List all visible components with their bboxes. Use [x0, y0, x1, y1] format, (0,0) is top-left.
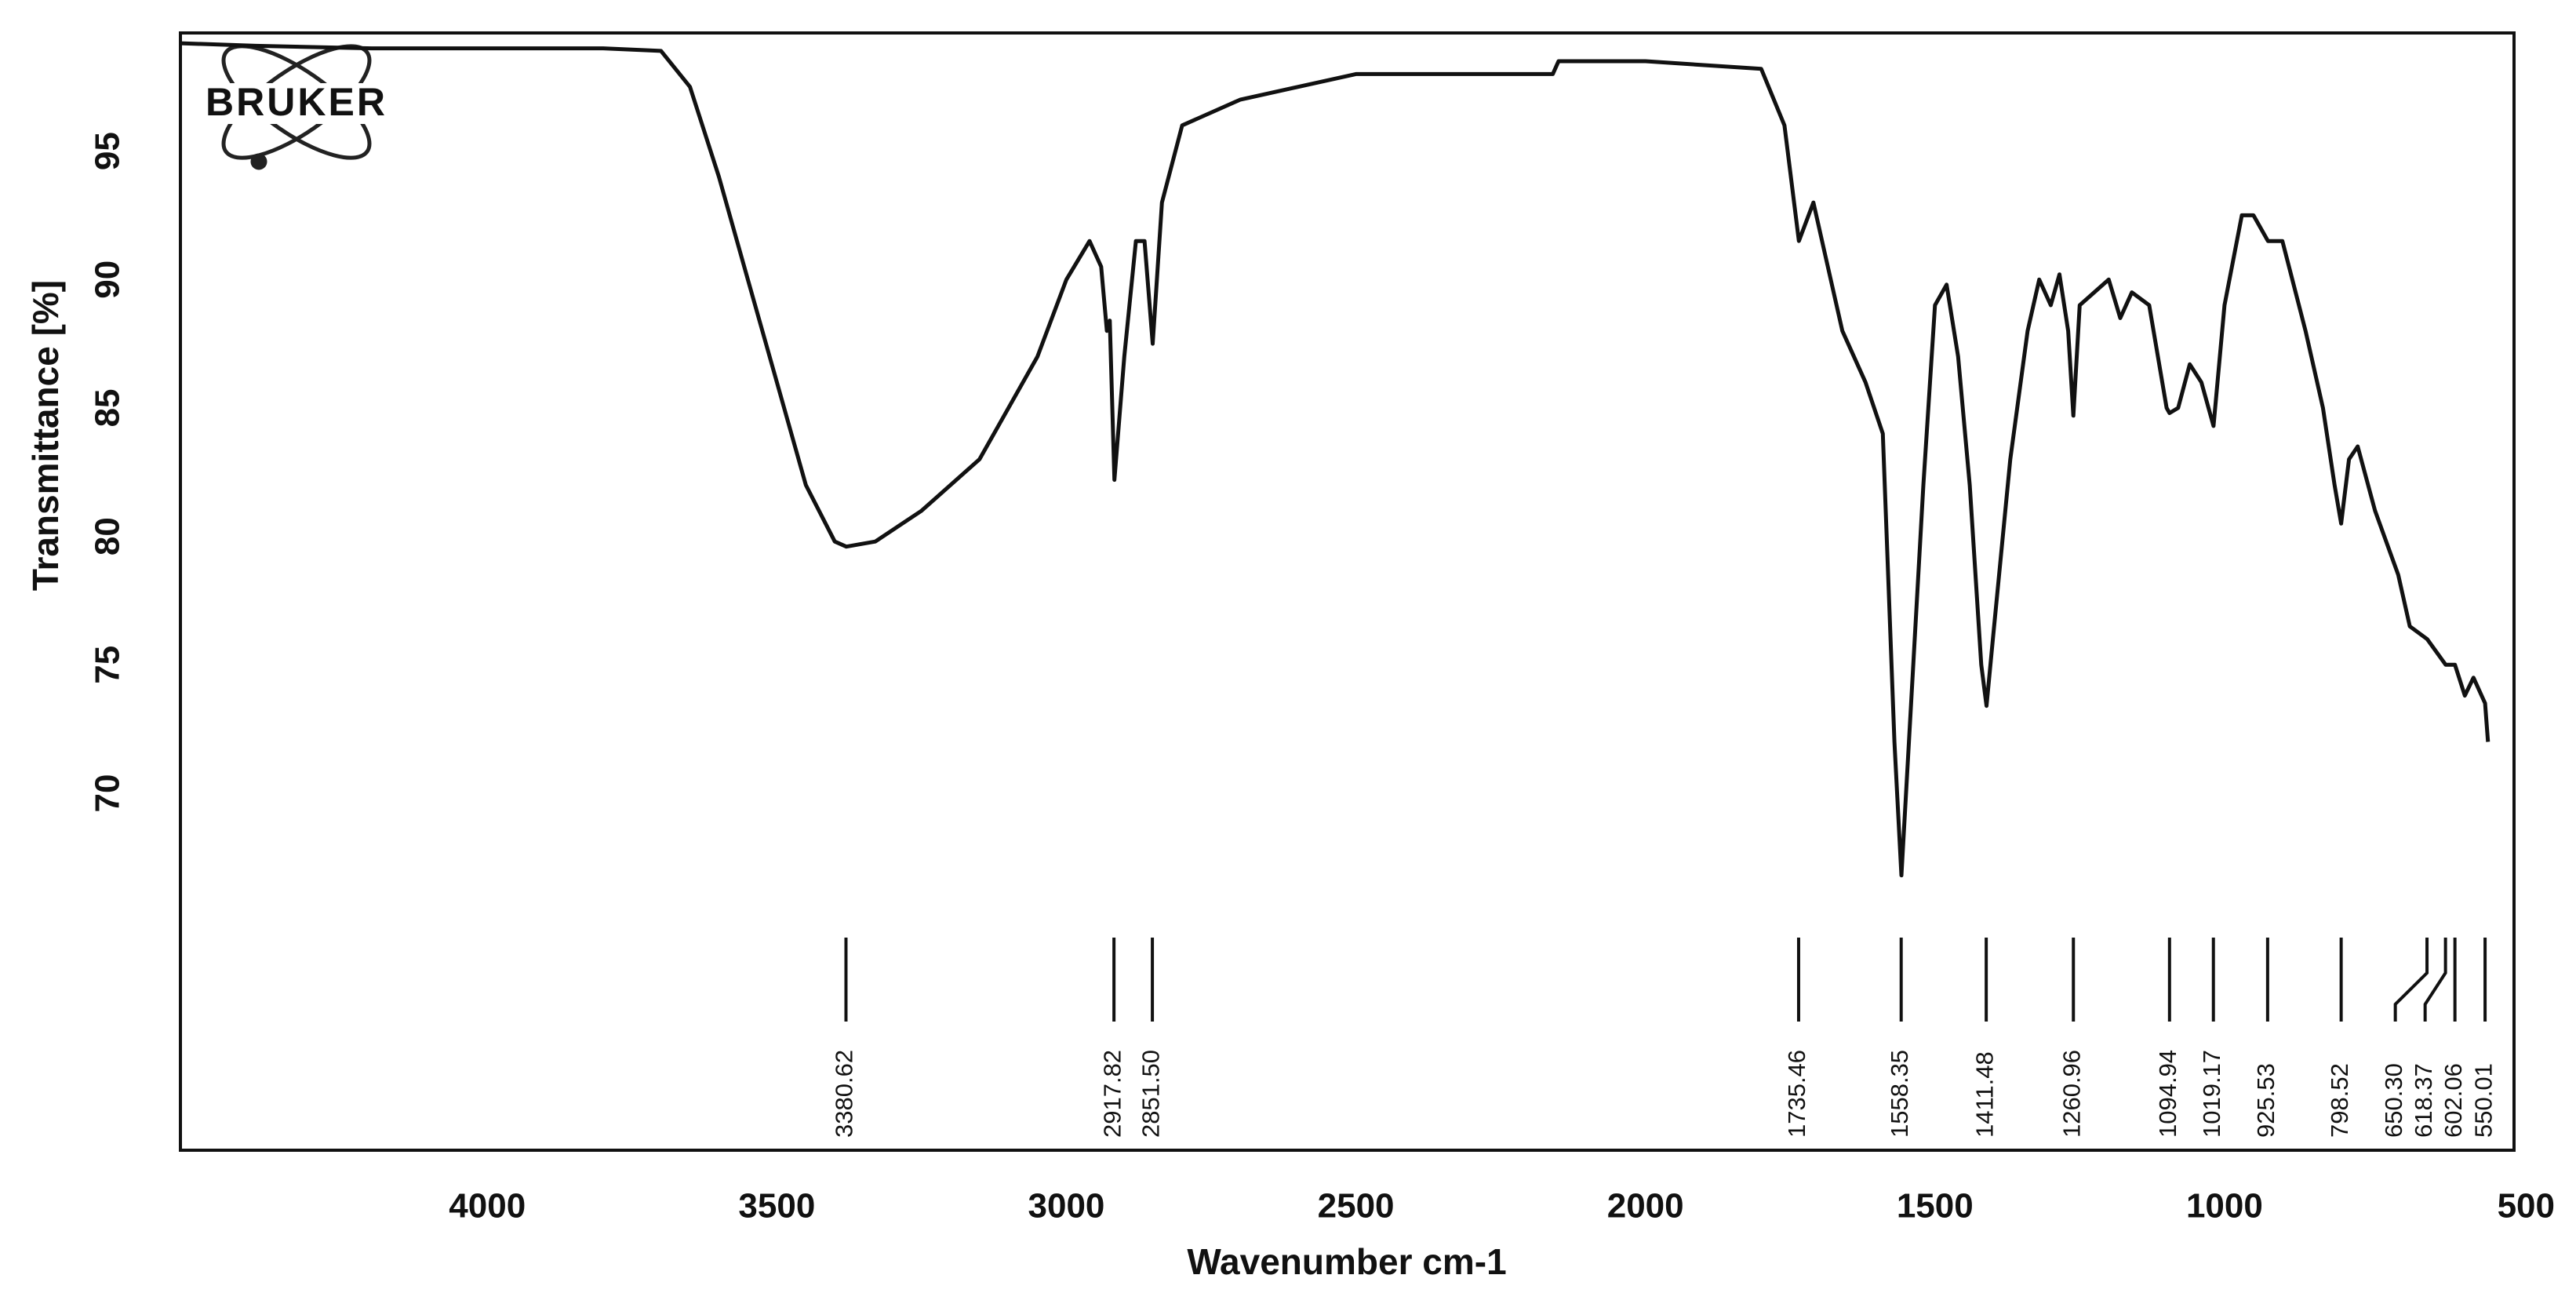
- peak-label: 618.37: [2410, 1063, 2437, 1138]
- peak-label: 1260.96: [2058, 1050, 2085, 1138]
- peak-label: 650.30: [2380, 1063, 2407, 1138]
- plot-frame: [179, 31, 2516, 1152]
- y-tick-label: 70: [89, 774, 127, 812]
- logo-orbit: [221, 44, 372, 160]
- x-tick-label: 1000: [2186, 1187, 2263, 1226]
- x-tick-label: 1500: [1897, 1187, 1974, 1226]
- peak-label: 1558.35: [1886, 1050, 1913, 1138]
- peak-marker: [2393, 938, 2429, 1022]
- x-axis-title: Wavenumber cm-1: [1187, 1241, 1506, 1282]
- y-tick-label: 85: [89, 388, 127, 427]
- x-tick-label: 4000: [449, 1187, 526, 1226]
- peak-label: 2917.82: [1098, 1050, 1126, 1138]
- logo-backdrop: [187, 83, 406, 124]
- peak-label: 925.53: [2252, 1063, 2279, 1138]
- logo-text: BRUKER: [206, 80, 387, 124]
- peak-label: 798.52: [2326, 1063, 2353, 1138]
- y-tick-label: 95: [89, 132, 127, 170]
- peak-label: 1094.94: [2154, 1050, 2181, 1138]
- y-tick-label: 80: [89, 517, 127, 555]
- peak-label: 1019.17: [2198, 1050, 2225, 1138]
- logo-mark: [221, 44, 372, 170]
- peak-label: 2851.50: [1137, 1050, 1164, 1138]
- x-tick-label: 3500: [738, 1187, 815, 1226]
- x-tick-label: 500: [2498, 1187, 2555, 1226]
- peak-label: 3380.62: [831, 1050, 858, 1138]
- peak-label: 1411.48: [1970, 1051, 1998, 1138]
- peak-label: 550.01: [2469, 1063, 2497, 1138]
- x-tick-label: 2000: [1607, 1187, 1684, 1226]
- y-tick-label: 75: [89, 646, 127, 684]
- peak-label: 602.06: [2440, 1063, 2467, 1138]
- x-tick-label: 3000: [1028, 1187, 1105, 1226]
- peak-marker: [2423, 938, 2447, 1022]
- logo-orbit: [221, 44, 372, 160]
- y-tick-label: 90: [89, 260, 127, 299]
- spectrum-line: [180, 41, 2490, 878]
- peak-label: 1735.46: [1783, 1050, 1810, 1138]
- x-tick-label: 2500: [1318, 1187, 1395, 1226]
- logo-dot: [250, 153, 267, 170]
- y-axis-title: Transmittance [%]: [25, 280, 66, 591]
